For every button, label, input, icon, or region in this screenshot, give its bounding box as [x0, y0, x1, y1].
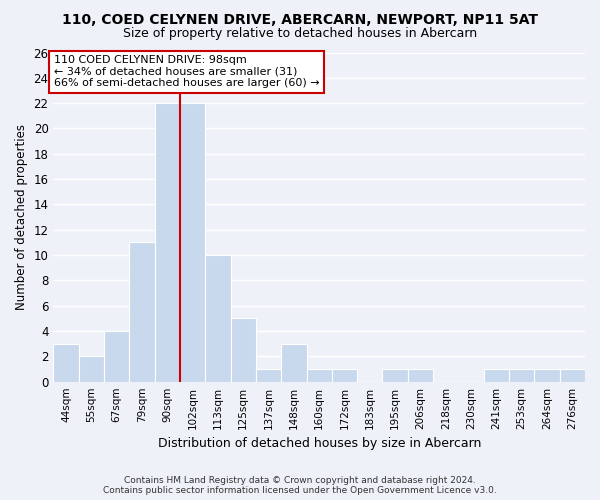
Bar: [382, 369, 408, 382]
Text: Size of property relative to detached houses in Abercarn: Size of property relative to detached ho…: [123, 28, 477, 40]
Text: Contains HM Land Registry data © Crown copyright and database right 2024.: Contains HM Land Registry data © Crown c…: [124, 476, 476, 485]
Bar: [509, 369, 535, 382]
Bar: [155, 103, 180, 382]
Bar: [332, 369, 357, 382]
Bar: [205, 255, 230, 382]
Bar: [484, 369, 509, 382]
Bar: [180, 103, 205, 382]
Bar: [130, 242, 155, 382]
Bar: [79, 356, 104, 382]
Bar: [104, 331, 130, 382]
Bar: [535, 369, 560, 382]
Text: 110, COED CELYNEN DRIVE, ABERCARN, NEWPORT, NP11 5AT: 110, COED CELYNEN DRIVE, ABERCARN, NEWPO…: [62, 12, 538, 26]
Text: 110 COED CELYNEN DRIVE: 98sqm
← 34% of detached houses are smaller (31)
66% of s: 110 COED CELYNEN DRIVE: 98sqm ← 34% of d…: [53, 55, 319, 88]
Bar: [230, 318, 256, 382]
Bar: [560, 369, 585, 382]
Text: Contains public sector information licensed under the Open Government Licence v3: Contains public sector information licen…: [103, 486, 497, 495]
Bar: [53, 344, 79, 382]
X-axis label: Distribution of detached houses by size in Abercarn: Distribution of detached houses by size …: [158, 437, 481, 450]
Bar: [307, 369, 332, 382]
Bar: [408, 369, 433, 382]
Bar: [281, 344, 307, 382]
Bar: [256, 369, 281, 382]
Y-axis label: Number of detached properties: Number of detached properties: [15, 124, 28, 310]
